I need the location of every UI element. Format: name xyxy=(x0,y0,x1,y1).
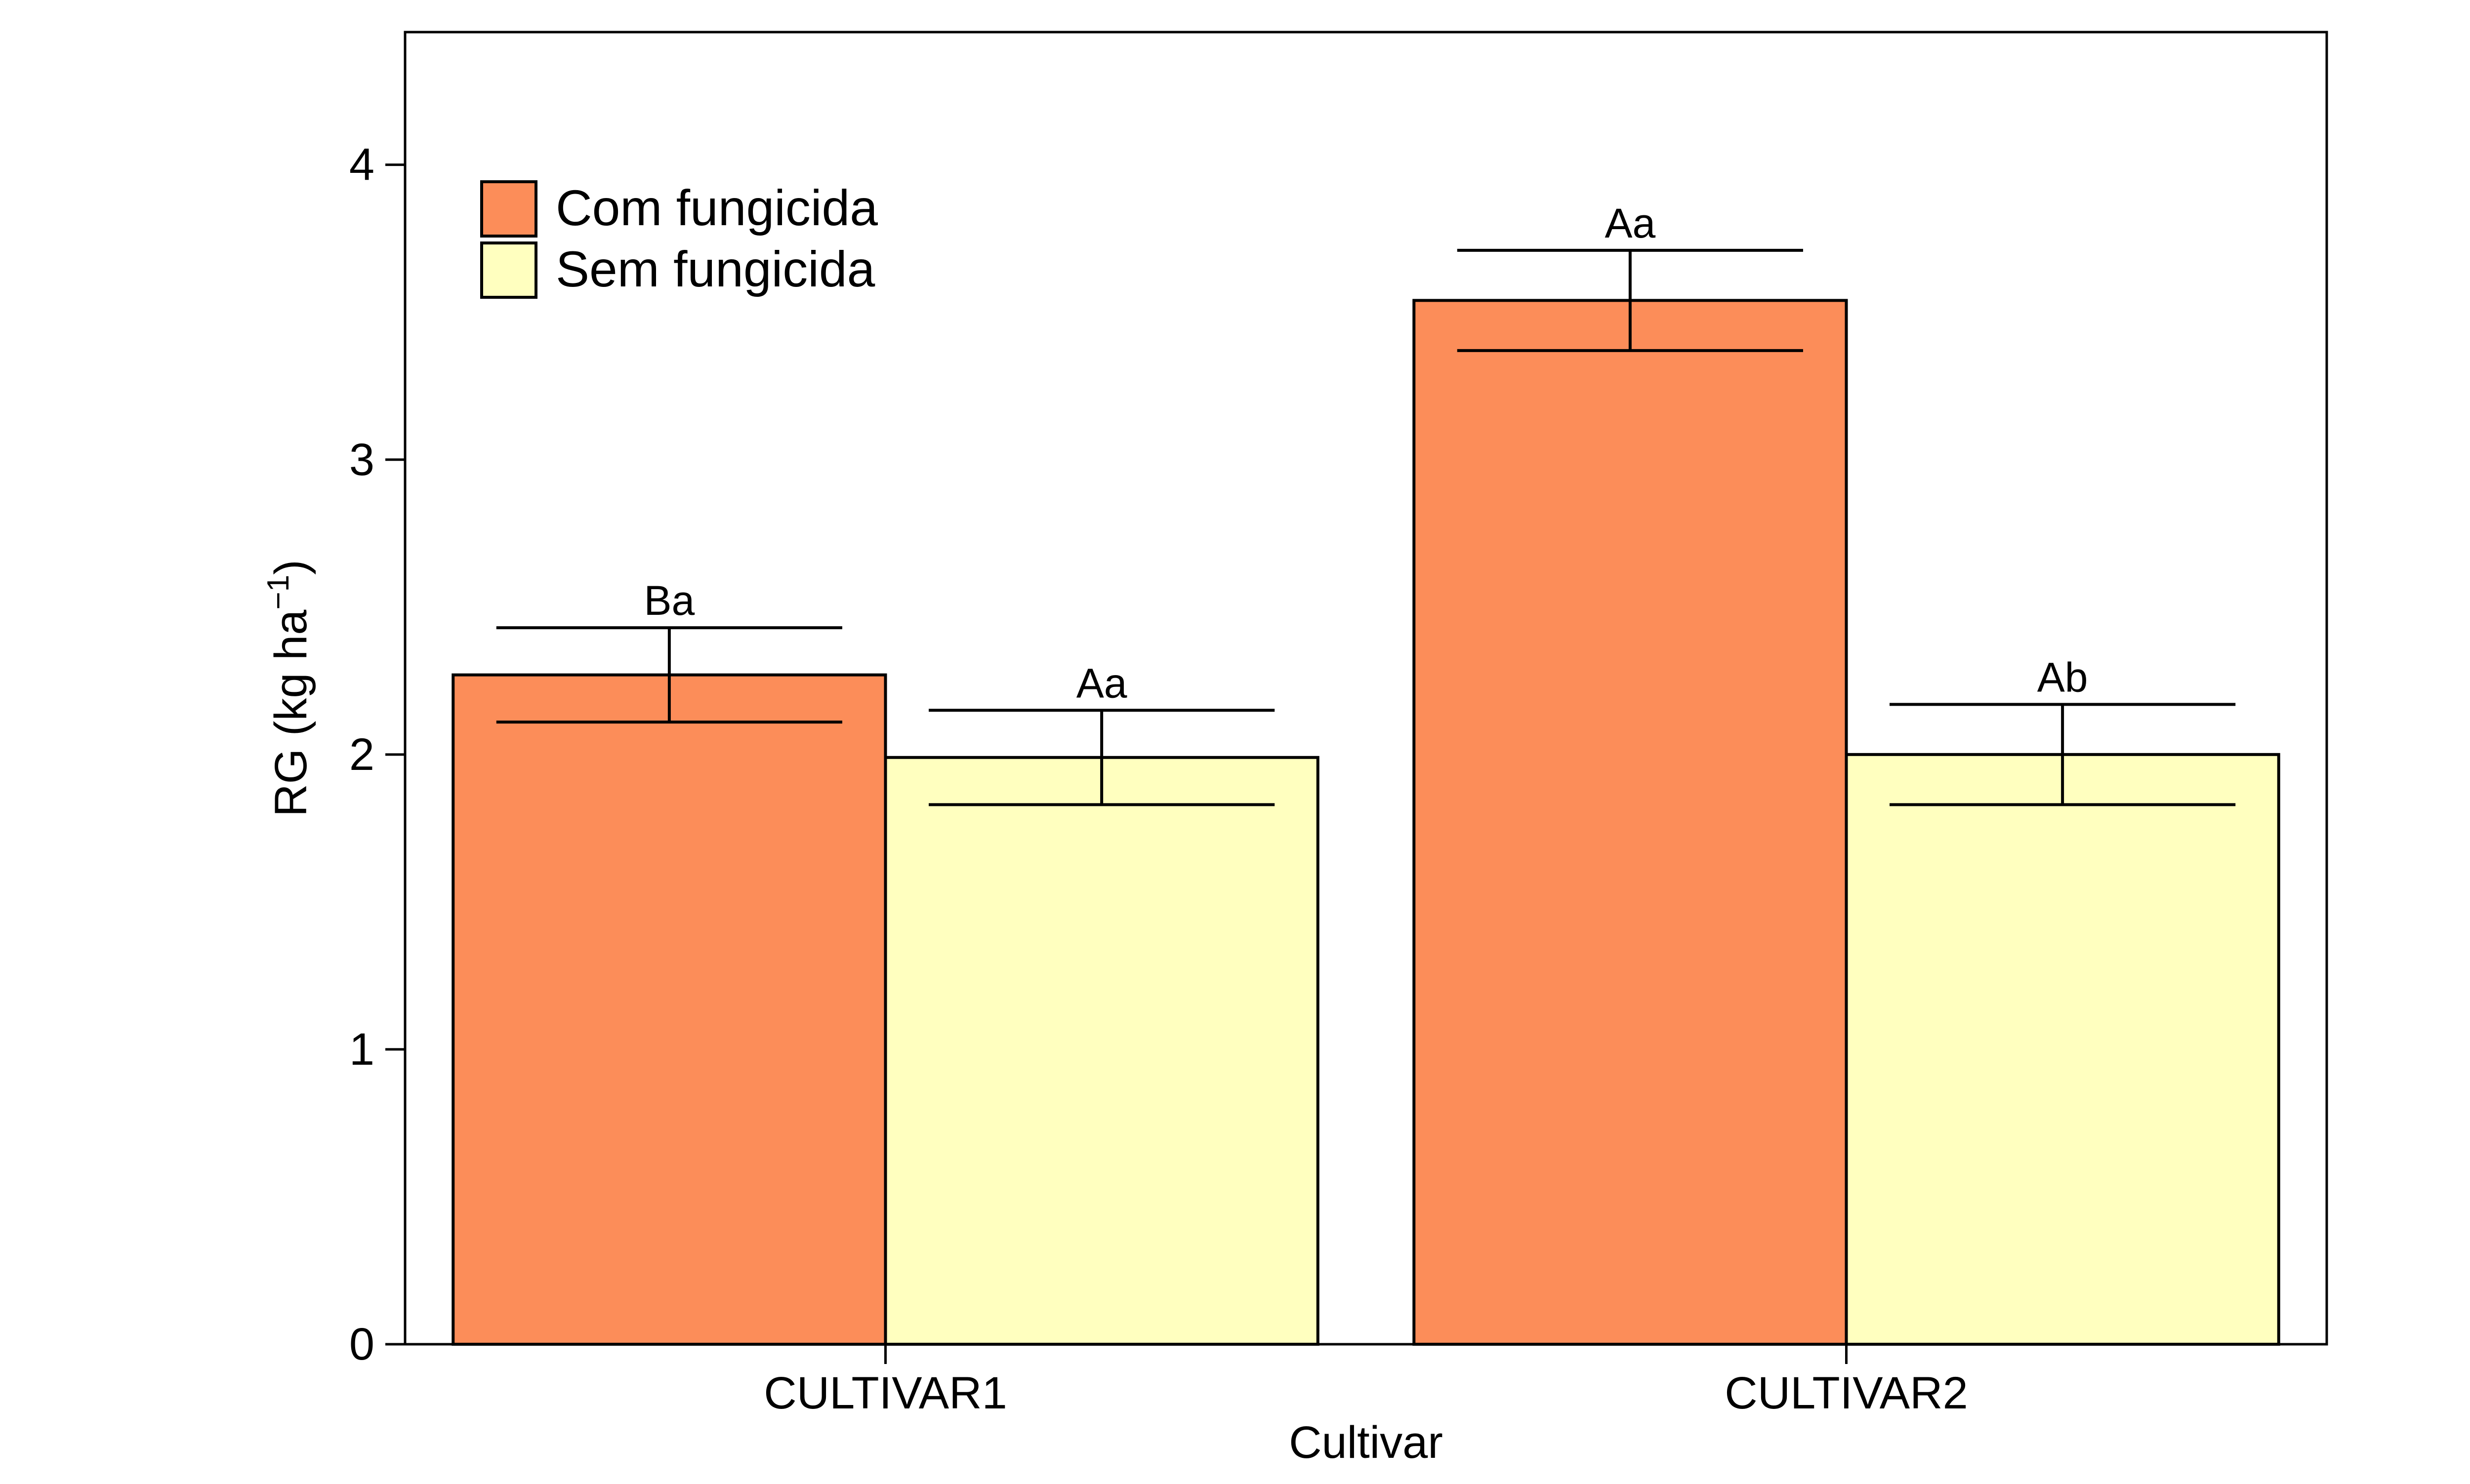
x-axis: CULTIVAR1 CULTIVAR2 xyxy=(764,1344,1968,1418)
significance-label: Aa xyxy=(1605,200,1656,246)
legend-swatch-1 xyxy=(480,180,537,238)
legend-label-2: Sem fungicida xyxy=(556,241,875,297)
y-tick-label: 0 xyxy=(349,1319,374,1369)
y-tick-label: 4 xyxy=(349,140,374,190)
bar-2-1 xyxy=(884,756,1319,1346)
y-tick-label: 3 xyxy=(349,435,374,485)
x-tick-label: CULTIVAR2 xyxy=(1725,1368,1968,1418)
bars-layer: Ba Aa Aa Ab xyxy=(452,200,2280,1346)
legend-label-1: Com fungicida xyxy=(556,180,878,236)
y-axis-title-main: RG (kg ha xyxy=(266,609,316,817)
bar-2-2 xyxy=(1845,753,2280,1346)
y-tick-label: 2 xyxy=(349,729,374,780)
significance-label: Ba xyxy=(644,577,695,624)
y-axis-title: RG (kg ha−1) xyxy=(261,560,316,817)
bar-1-2 xyxy=(1412,299,1848,1346)
y-axis-title-superscript: −1 xyxy=(261,575,295,610)
x-tick-label: CULTIVAR1 xyxy=(764,1368,1007,1418)
significance-label: Ab xyxy=(2037,654,2088,700)
y-tick-label: 1 xyxy=(349,1024,374,1075)
y-axis: 0 1 2 3 4 xyxy=(349,140,405,1369)
significance-label: Aa xyxy=(1076,660,1127,706)
x-axis-title: Cultivar xyxy=(1289,1417,1443,1468)
legend-swatch-2 xyxy=(480,241,537,299)
bar-1-1 xyxy=(452,673,887,1346)
plot-frame xyxy=(404,31,2328,1346)
y-axis-title-close: ) xyxy=(266,560,316,575)
